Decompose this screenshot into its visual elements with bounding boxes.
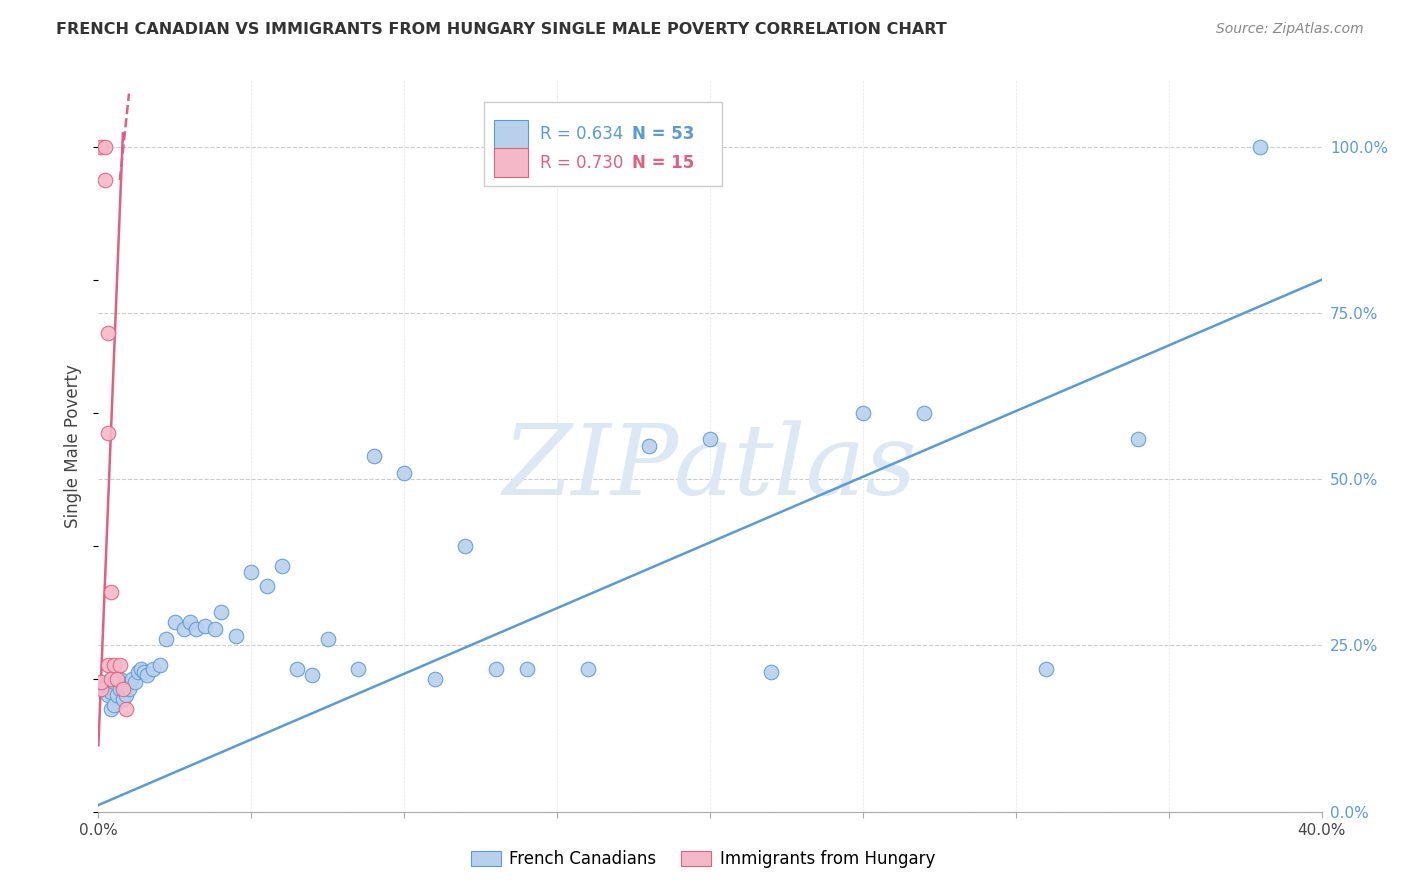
Point [347, 662, 370, 676]
Point [93, 140, 115, 154]
Point [124, 675, 146, 690]
Point [129, 662, 152, 676]
Point [97, 326, 120, 340]
Point [115, 701, 138, 715]
Point [270, 558, 292, 573]
Point [93, 173, 115, 187]
Point [105, 672, 128, 686]
Text: R = 0.634: R = 0.634 [540, 125, 623, 144]
Point [576, 662, 599, 676]
Point [363, 449, 385, 463]
Point [108, 672, 131, 686]
Point [392, 466, 416, 480]
Point [90, 140, 112, 154]
Point [100, 672, 122, 686]
Point [163, 615, 186, 630]
Point [100, 685, 122, 699]
Point [90, 681, 112, 696]
Point [1249, 140, 1271, 154]
Point [103, 658, 125, 673]
Point [115, 689, 138, 703]
Point [194, 618, 217, 632]
Point [100, 585, 122, 599]
Point [103, 698, 125, 713]
Point [204, 622, 226, 636]
Bar [494, 120, 527, 149]
Point [173, 622, 195, 636]
Point [105, 689, 128, 703]
Text: Source: ZipAtlas.com: Source: ZipAtlas.com [1216, 22, 1364, 37]
Point [225, 628, 247, 642]
Point [179, 615, 201, 630]
Point [118, 681, 141, 696]
Point [111, 681, 134, 696]
Text: ZIPatlas: ZIPatlas [503, 420, 917, 516]
Point [285, 662, 308, 676]
Point [699, 433, 721, 447]
Point [1128, 433, 1150, 447]
Point [149, 658, 172, 673]
Point [97, 675, 120, 690]
Point [97, 425, 120, 440]
Point [912, 406, 935, 420]
Text: FRENCH CANADIAN VS IMMIGRANTS FROM HUNGARY SINGLE MALE POVERTY CORRELATION CHART: FRENCH CANADIAN VS IMMIGRANTS FROM HUNGA… [56, 22, 948, 37]
Legend: French Canadians, Immigrants from Hungary: French Canadians, Immigrants from Hungar… [464, 844, 942, 875]
Point [256, 579, 278, 593]
Text: N = 15: N = 15 [631, 153, 695, 172]
Point [142, 662, 165, 676]
Point [103, 675, 125, 690]
Text: R = 0.730: R = 0.730 [540, 153, 623, 172]
Point [637, 439, 661, 453]
Text: N = 53: N = 53 [631, 125, 695, 144]
Point [108, 658, 131, 673]
Point [423, 672, 446, 686]
Point [111, 678, 134, 692]
Point [97, 689, 120, 703]
Point [186, 622, 208, 636]
Point [90, 675, 112, 690]
Point [1035, 662, 1057, 676]
Point [516, 662, 538, 676]
Point [134, 665, 156, 679]
FancyBboxPatch shape [484, 103, 723, 186]
Point [121, 672, 143, 686]
Point [759, 665, 782, 679]
Point [136, 668, 159, 682]
Point [100, 701, 122, 715]
Point [111, 691, 134, 706]
Point [127, 665, 149, 679]
Point [852, 406, 875, 420]
Point [108, 681, 131, 696]
Point [316, 632, 339, 646]
Bar [494, 148, 527, 178]
Point [240, 566, 263, 580]
Point [485, 662, 508, 676]
Point [97, 658, 120, 673]
Point [209, 605, 232, 619]
Point [454, 539, 477, 553]
Point [301, 668, 323, 682]
Point [155, 632, 177, 646]
Y-axis label: Single Male Poverty: Single Male Poverty [65, 364, 83, 528]
Point [93, 681, 115, 696]
